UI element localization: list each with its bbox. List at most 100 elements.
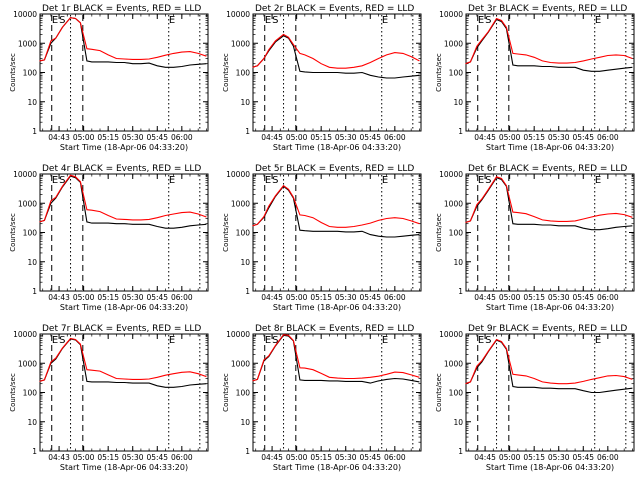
- series-line-red: [252, 33, 420, 69]
- y-tick-label: 10000: [439, 10, 463, 19]
- panel-9: Det 9r BLACK = Events, RED = LLD 1 10 100 10…: [435, 324, 635, 472]
- y-tick-label: 10: [240, 98, 250, 107]
- y-tick-label: 10: [453, 258, 463, 267]
- x-axis-label: Start Time (18-Apr-06 04:33:20): [273, 143, 401, 152]
- x-tick-label: 05:30: [548, 293, 570, 302]
- x-axis-label: Start Time (18-Apr-06 04:33:20): [60, 463, 188, 472]
- x-tick-label: 06:00: [384, 293, 406, 302]
- y-tick-label: 1000: [231, 199, 250, 208]
- panel-8: Det 8r BLACK = Events, RED = LLD 1 10 100 10…: [222, 324, 422, 472]
- x-tick-label: 05:45: [146, 293, 168, 302]
- x-tick-label: 05:30: [335, 453, 357, 462]
- x-axis-label: Start Time (18-Apr-06 04:33:20): [486, 303, 614, 312]
- panel-7: Det 7r BLACK = Events, RED = LLD 1 10 100 10…: [9, 324, 209, 472]
- event-marker: E: [382, 335, 388, 346]
- event-marker: E: [265, 335, 271, 346]
- y-tick-label: 100: [449, 69, 464, 78]
- x-tick-label: 06:00: [171, 453, 193, 462]
- y-tick-label: 10000: [226, 330, 250, 339]
- event-marker: E: [169, 15, 175, 26]
- plot-frame: [465, 173, 635, 292]
- panel-6: Det 6r BLACK = Events, RED = LLD 1 10 100 10…: [435, 164, 635, 312]
- y-tick-label: 10000: [13, 10, 37, 19]
- x-tick-label: 05:15: [523, 133, 545, 142]
- series-line-red: [465, 17, 633, 65]
- panel-3: Det 3r BLACK = Events, RED = LLD 1 10 100 10…: [435, 4, 635, 152]
- x-tick-label: 05:30: [335, 293, 357, 302]
- x-tick-label: 05:45: [572, 453, 594, 462]
- y-tick-label: 1000: [18, 199, 37, 208]
- x-tick-label: 05:15: [97, 453, 119, 462]
- x-axis-label: Start Time (18-Apr-06 04:33:20): [273, 463, 401, 472]
- series-line-red: [252, 184, 420, 228]
- x-tick-label: 05:45: [572, 293, 594, 302]
- x-axis-label: Start Time (18-Apr-06 04:33:20): [60, 303, 188, 312]
- y-tick-label: 1: [32, 127, 37, 136]
- y-axis-label: Counts/sec: [435, 213, 443, 252]
- event-marker: E: [265, 15, 271, 26]
- x-tick-label: 04:43: [48, 293, 70, 302]
- x-tick-label: 05:00: [499, 133, 521, 142]
- event-marker: S: [272, 335, 278, 346]
- event-marker: S: [59, 335, 65, 346]
- event-marker: E: [52, 335, 58, 346]
- y-tick-label: 1: [458, 127, 463, 136]
- y-tick-label: 1000: [444, 199, 463, 208]
- x-tick-label: 05:15: [523, 453, 545, 462]
- event-marker: S: [485, 175, 491, 186]
- x-tick-label: 06:00: [384, 133, 406, 142]
- y-tick-label: 10: [27, 418, 37, 427]
- x-tick-label: 05:15: [310, 133, 332, 142]
- x-tick-label: 05:30: [122, 133, 144, 142]
- x-tick-label: 05:15: [97, 133, 119, 142]
- x-tick-label: 05:45: [572, 133, 594, 142]
- series-line-red: [465, 176, 633, 224]
- series-line-black: [252, 35, 420, 79]
- y-axis-label: Counts/sec: [9, 373, 17, 412]
- event-marker: E: [595, 15, 601, 26]
- event-marker: S: [59, 15, 65, 26]
- event-marker: S: [485, 335, 491, 346]
- event-marker: E: [265, 175, 271, 186]
- y-tick-label: 1: [458, 447, 463, 456]
- y-tick-label: 1: [458, 287, 463, 296]
- event-marker: E: [478, 15, 484, 26]
- event-marker: E: [52, 15, 58, 26]
- event-marker: S: [485, 15, 491, 26]
- panel-title: Det 4r BLACK = Events, RED = LLD: [42, 164, 201, 174]
- y-tick-label: 1: [32, 287, 37, 296]
- x-tick-label: 06:00: [597, 133, 619, 142]
- event-marker: E: [478, 335, 484, 346]
- y-axis-label: Counts/sec: [222, 53, 230, 92]
- panel-title: Det 1r BLACK = Events, RED = LLD: [42, 4, 201, 14]
- y-tick-label: 1000: [231, 39, 250, 48]
- plot-frame: [39, 173, 209, 292]
- x-tick-label: 06:00: [171, 293, 193, 302]
- y-tick-label: 100: [23, 69, 38, 78]
- x-tick-label: 04:45: [261, 453, 283, 462]
- x-tick-label: 05:00: [73, 133, 95, 142]
- series-line-red: [39, 337, 207, 382]
- series-line-red: [465, 338, 633, 385]
- panel-4: Det 4r BLACK = Events, RED = LLD 1 10 100 10…: [9, 164, 209, 312]
- x-tick-label: 05:45: [146, 453, 168, 462]
- panel-title: Det 6r BLACK = Events, RED = LLD: [468, 164, 627, 174]
- y-tick-label: 1: [32, 447, 37, 456]
- event-marker: S: [272, 175, 278, 186]
- x-tick-label: 05:15: [97, 293, 119, 302]
- plot-frame: [39, 13, 209, 132]
- y-tick-label: 10: [27, 98, 37, 107]
- x-tick-label: 05:45: [359, 293, 381, 302]
- y-axis-label: Counts/sec: [435, 53, 443, 92]
- y-tick-label: 10000: [439, 170, 463, 179]
- y-axis-label: Counts/sec: [9, 53, 17, 92]
- panel-1: Det 1r BLACK = Events, RED = LLD 1 10 100 10…: [9, 4, 209, 152]
- event-marker: E: [52, 175, 58, 186]
- y-axis-label: Counts/sec: [222, 373, 230, 412]
- panel-2: Det 2r BLACK = Events, RED = LLD 1 10 100 10…: [222, 4, 422, 152]
- y-tick-label: 1: [245, 447, 250, 456]
- y-tick-label: 10000: [439, 330, 463, 339]
- y-tick-label: 100: [23, 229, 38, 238]
- series-line-red: [252, 334, 420, 382]
